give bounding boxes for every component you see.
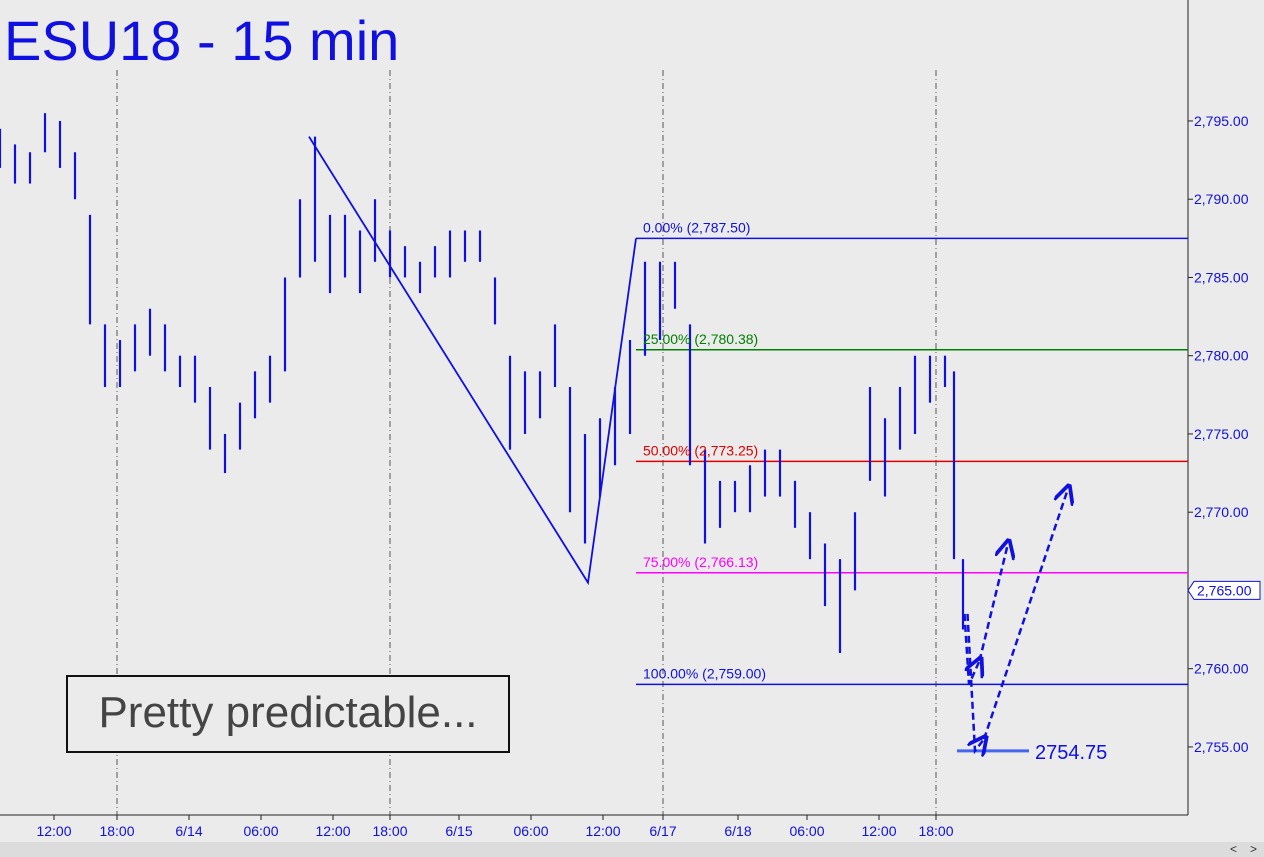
x-tick-label: 18:00 <box>99 823 134 839</box>
x-tick-label: 6/17 <box>649 823 676 839</box>
x-tick-label: 6/14 <box>175 823 202 839</box>
y-tick-label: 2,790.00 <box>1194 191 1249 207</box>
projection-arrow <box>963 613 980 685</box>
annotation: Pretty predictable... <box>98 688 477 737</box>
x-tick-label: 12:00 <box>36 823 71 839</box>
last-price-label: 2,765.00 <box>1197 582 1252 598</box>
x-tick-label: 12:00 <box>861 823 896 839</box>
y-tick-label: 2,785.00 <box>1194 269 1249 285</box>
scrollbar[interactable] <box>0 842 1264 857</box>
marks <box>0 113 1188 751</box>
fib-label: 75.00% (2,766.13) <box>643 554 758 570</box>
x-tick-label: 18:00 <box>918 823 953 839</box>
y-tick-label: 2,770.00 <box>1194 504 1249 520</box>
y-tick-label: 2,755.00 <box>1194 739 1249 755</box>
projection-arrow <box>978 543 1009 662</box>
projection-arrow <box>982 489 1068 740</box>
last-price-tag <box>1187 580 1261 600</box>
scroll-right[interactable]: > <box>1250 842 1257 856</box>
x-tick-label: 06:00 <box>789 823 824 839</box>
fib-label: 0.00% (2,787.50) <box>643 219 750 235</box>
x-tick-label: 6/15 <box>445 823 472 839</box>
x-tick-label: 18:00 <box>372 823 407 839</box>
chart-title: ESU18 - 15 min <box>4 9 399 72</box>
y-tick-label: 2,775.00 <box>1194 426 1249 442</box>
x-tick-label: 06:00 <box>513 823 548 839</box>
fib-label: 50.00% (2,773.25) <box>643 442 758 458</box>
fib-label: 25.00% (2,780.38) <box>643 331 758 347</box>
abc-pattern <box>308 136 637 586</box>
projection-arrow <box>966 613 985 751</box>
target-label: 2754.75 <box>1035 742 1107 764</box>
x-tick-label: 6/18 <box>724 823 751 839</box>
x-tick-label: 12:00 <box>315 823 350 839</box>
fib-label: 100.00% (2,759.00) <box>643 665 766 681</box>
scroll-left[interactable]: < <box>1230 842 1237 856</box>
y-tick-label: 2,780.00 <box>1194 348 1249 364</box>
x-tick-label: 12:00 <box>585 823 620 839</box>
annotation-box <box>66 675 510 753</box>
y-tick-label: 2,795.00 <box>1194 113 1249 129</box>
y-tick-label: 2,760.00 <box>1194 661 1249 677</box>
x-tick-label: 06:00 <box>243 823 278 839</box>
